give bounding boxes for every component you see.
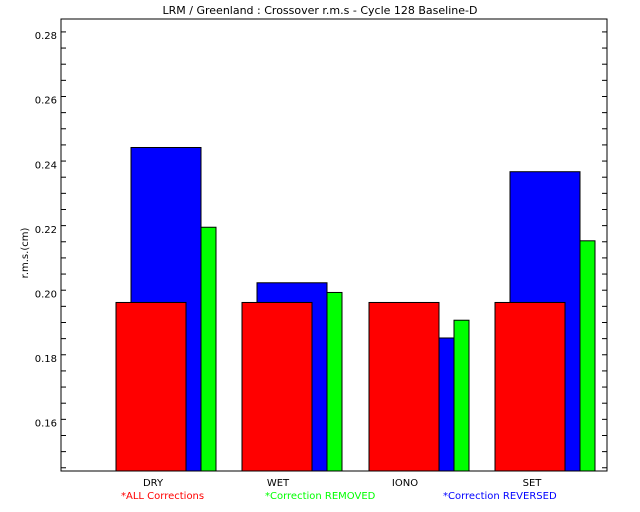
bar-correction-removed-wet: [326, 291, 343, 472]
legend-correction-removed: *Correction REMOVED: [265, 491, 375, 503]
legend-correction-reversed: *Correction REVERSED: [443, 491, 557, 503]
bar-correction-removed-iono: [453, 319, 470, 472]
bar-all-corrections-iono: [368, 301, 440, 472]
legend-marker-correction-reversed: *: [443, 491, 448, 502]
legend-label-correction-reversed: Correction REVERSED: [448, 491, 557, 502]
y-axis-ticks: 0.16 0.18 0.20 0.22 0.24 0.26 0.28: [35, 31, 607, 469]
legend-label-correction-removed: Correction REMOVED: [270, 491, 376, 502]
bar-all-corrections-set: [494, 301, 566, 472]
legend-marker-all-corrections: *: [121, 491, 126, 502]
x-tick-label-iono: IONO: [392, 478, 418, 489]
x-tick-label-set: SET: [523, 478, 543, 489]
x-tick-label-dry: DRY: [143, 478, 164, 489]
y-tick-label: 0.26: [35, 96, 57, 107]
y-tick-label: 0.18: [35, 354, 57, 365]
legend-label-all-corrections: ALL Corrections: [126, 491, 205, 502]
x-axis-labels: DRY WET IONO SET: [143, 478, 542, 489]
x-tick-label-wet: WET: [267, 478, 290, 489]
y-tick-label: 0.28: [35, 31, 57, 42]
legend-marker-correction-removed: *: [265, 491, 270, 502]
y-tick-label: 0.20: [35, 289, 57, 300]
bars: [115, 146, 596, 472]
y-tick-label: 0.24: [35, 160, 57, 171]
plot-frame: [60, 18, 608, 472]
bar-correction-removed-dry: [200, 226, 217, 472]
bar-all-corrections-dry: [115, 301, 187, 472]
bar-correction-removed-set: [579, 240, 596, 472]
y-tick-label: 0.16: [35, 419, 57, 430]
legend-all-corrections: *ALL Corrections: [121, 491, 204, 503]
y-tick-label: 0.22: [35, 225, 57, 236]
bar-all-corrections-wet: [241, 301, 313, 472]
y-axis-label: r.m.s.(cm): [20, 228, 31, 279]
chart-title: LRM / Greenland : Crossover r.m.s - Cycl…: [163, 4, 478, 17]
